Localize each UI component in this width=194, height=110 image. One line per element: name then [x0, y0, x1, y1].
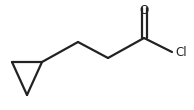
Text: O: O [139, 4, 149, 17]
Text: Cl: Cl [175, 47, 187, 60]
